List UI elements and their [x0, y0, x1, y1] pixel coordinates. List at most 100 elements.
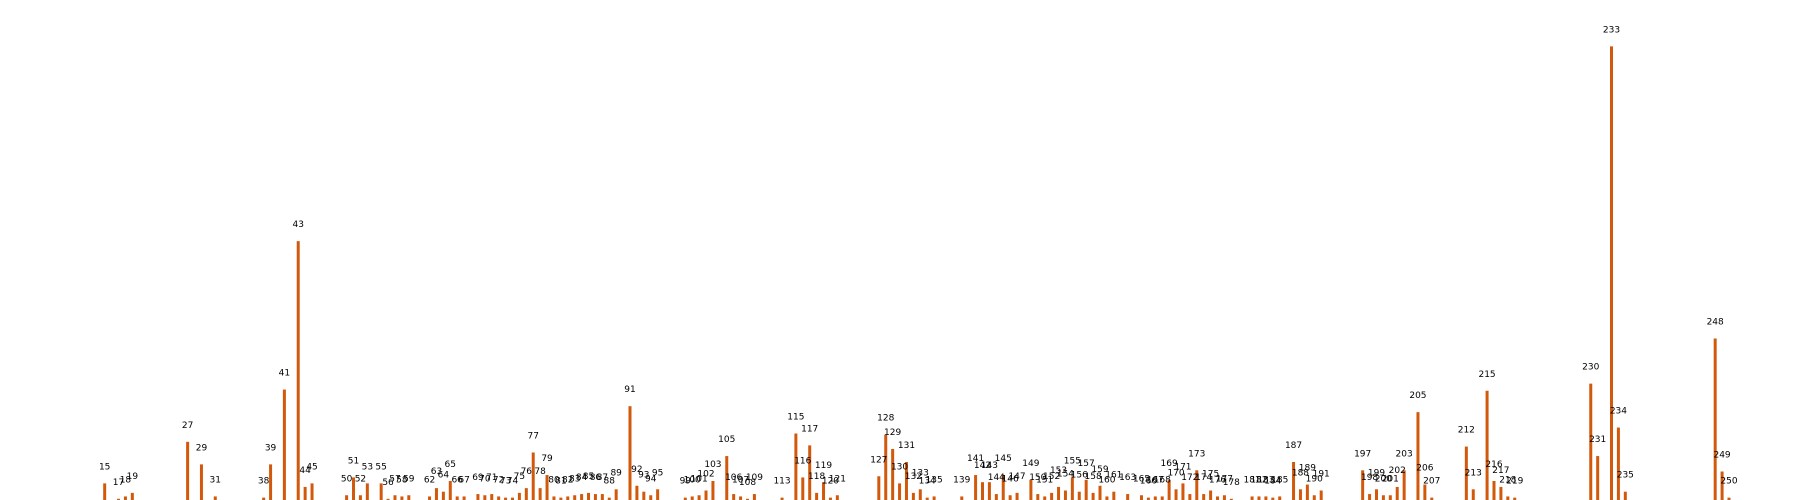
bar-161: [1112, 491, 1116, 500]
bar-label-248: 248: [1707, 318, 1724, 328]
bar-144: [994, 494, 998, 500]
bar-203: [1402, 470, 1406, 500]
bar-135: [932, 496, 936, 500]
bar-166: [1146, 497, 1150, 500]
bar-label-67: 67: [458, 475, 469, 485]
bar-59: [407, 495, 411, 500]
bar-121: [835, 495, 839, 500]
bar-label-102: 102: [697, 470, 714, 480]
bar-127: [877, 476, 881, 500]
bar-label-108: 108: [739, 478, 756, 488]
bar-label-144: 144: [988, 473, 1005, 483]
bar-75: [517, 492, 521, 500]
bar-label-105: 105: [718, 435, 735, 445]
bar-label-57: 57: [389, 474, 400, 484]
bar-168: [1160, 496, 1164, 500]
bar-117: [808, 445, 812, 500]
bar-label-205: 205: [1409, 391, 1426, 401]
bar-178: [1229, 498, 1233, 500]
bar-105: [725, 456, 729, 500]
bar-label-181: 181: [1243, 475, 1260, 485]
bar-102: [704, 490, 708, 500]
bar-130: [898, 483, 902, 500]
bar-76: [524, 488, 528, 500]
bar-43: [296, 241, 300, 500]
bar-label-38: 38: [258, 477, 270, 487]
bar-label-92: 92: [631, 465, 642, 475]
bar-218: [1506, 496, 1510, 500]
bar-label-113: 113: [773, 477, 790, 487]
bar-175: [1209, 490, 1213, 500]
bar-label-170: 170: [1167, 468, 1184, 478]
bar-233: [1610, 46, 1613, 500]
bar-label-45: 45: [306, 462, 317, 472]
bar-169: [1167, 479, 1171, 500]
bar-label-174: 174: [1195, 473, 1212, 483]
bar-160: [1105, 496, 1109, 500]
bar-label-159: 159: [1091, 465, 1108, 475]
bar-label-145: 145: [995, 454, 1012, 464]
bar-182: [1257, 496, 1261, 500]
bar-label-95: 95: [652, 468, 663, 478]
bar-label-121: 121: [829, 474, 846, 484]
bar-133: [918, 489, 922, 500]
bar-134: [925, 497, 929, 500]
bar-198: [1368, 494, 1372, 500]
bar-207: [1430, 497, 1434, 500]
bar-label-83: 83: [569, 474, 580, 484]
bar-label-183: 183: [1257, 475, 1274, 485]
bar-label-168: 168: [1154, 475, 1171, 485]
bar-181: [1250, 496, 1254, 500]
bar-151: [1043, 496, 1047, 500]
bar-label-29: 29: [196, 443, 208, 453]
bar-label-219: 219: [1506, 477, 1523, 487]
bar-label-77: 77: [527, 432, 538, 442]
bar-label-202: 202: [1389, 466, 1406, 476]
bar-label-146: 146: [1002, 474, 1019, 484]
bar-15: [103, 483, 107, 500]
bar-label-55: 55: [375, 462, 386, 472]
bar-184: [1271, 497, 1275, 500]
bar-94: [649, 495, 653, 500]
bar-212: [1464, 446, 1468, 500]
bar-139: [960, 496, 964, 500]
bar-label-250: 250: [1720, 477, 1737, 487]
bar-label-91: 91: [624, 385, 635, 395]
bar-88: [607, 497, 611, 500]
bar-188: [1298, 489, 1302, 500]
bar-label-160: 160: [1098, 475, 1115, 485]
bar-series: [103, 46, 1731, 500]
bar-55: [379, 483, 383, 500]
bar-19: [130, 492, 134, 500]
bar-106: [732, 494, 736, 500]
bar-label-103: 103: [704, 460, 721, 470]
bar-31: [213, 496, 217, 500]
bar-202: [1395, 486, 1399, 500]
bar-120: [828, 497, 832, 500]
bar-label-86: 86: [590, 473, 602, 483]
bar-label-87: 87: [597, 473, 608, 483]
bar-label-175: 175: [1202, 470, 1219, 480]
bar-115: [794, 433, 798, 500]
bar-label-190: 190: [1306, 474, 1323, 484]
bar-219: [1513, 497, 1517, 500]
bar-74: [510, 497, 514, 500]
bar-149: [1029, 479, 1033, 500]
bar-170: [1174, 489, 1178, 500]
bar-100: [690, 496, 694, 500]
bar-label-132: 132: [905, 472, 922, 482]
bar-158: [1091, 492, 1095, 500]
bar-label-200: 200: [1375, 474, 1392, 484]
bar-71: [490, 494, 494, 500]
bar-143: [987, 482, 991, 500]
bar-217: [1499, 486, 1503, 500]
bar-label-189: 189: [1299, 464, 1316, 474]
bar-label-39: 39: [265, 443, 277, 453]
bar-205: [1416, 412, 1420, 500]
bar-66: [455, 496, 459, 500]
bar-label-120: 120: [822, 477, 839, 487]
bar-176: [1216, 496, 1220, 500]
bar-label-41: 41: [279, 369, 290, 379]
bar-label-52: 52: [355, 474, 366, 484]
bar-label-79: 79: [541, 454, 553, 464]
